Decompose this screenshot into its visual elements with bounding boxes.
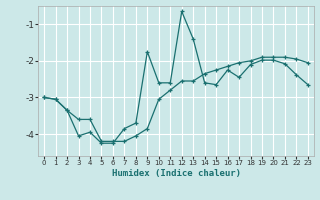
X-axis label: Humidex (Indice chaleur): Humidex (Indice chaleur) bbox=[111, 169, 241, 178]
